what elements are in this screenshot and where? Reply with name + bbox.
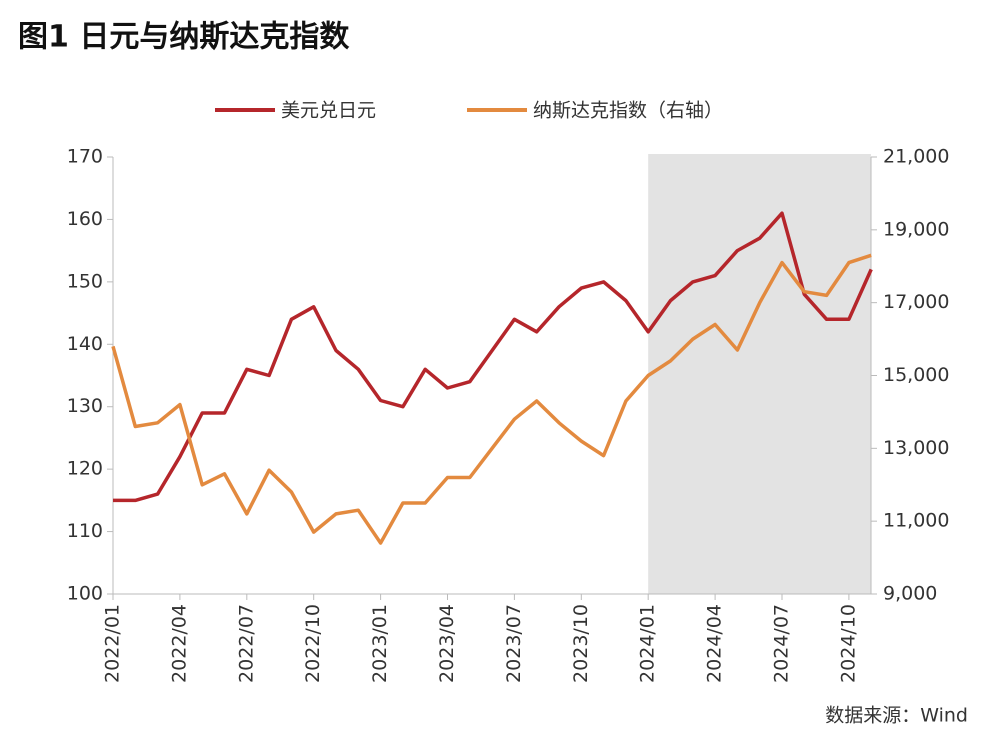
y-tick-label: 150 [67,270,103,292]
y2-tick-label: 21,000 [883,146,949,168]
x-tick-label: 2023/01 [369,604,391,683]
x-tick-label: 2022/01 [102,604,124,683]
series-line [111,253,872,545]
series-line [113,211,873,503]
x-tick-label: 2022/10 [302,604,324,683]
chart-title: 图1 日元与纳斯达克指数 [18,20,350,55]
x-tick-label: 2024/07 [771,604,793,683]
x-tick-label: 2022/04 [168,604,190,683]
x-tick-label: 2023/07 [503,604,525,683]
source-note: 数据来源：Wind [825,705,968,727]
y-tick-label: 140 [67,333,103,355]
x-tick-label: 2024/04 [704,604,726,683]
x-tick-label: 2023/04 [436,604,458,683]
y-tick-label: 100 [67,583,103,605]
shaded-period [648,154,871,594]
y-tick-label: 170 [67,146,103,168]
y2-tick-label: 15,000 [883,364,949,386]
y2-tick-label: 13,000 [883,437,949,459]
y-tick-label: 110 [67,520,103,542]
y-tick-label: 120 [67,458,103,480]
x-tick-label: 2024/01 [637,604,659,683]
y2-tick-label: 11,000 [883,510,949,532]
y-tick-label: 160 [67,208,103,230]
y2-tick-label: 17,000 [883,291,949,313]
x-tick-label: 2022/07 [235,604,257,683]
legend-label: 美元兑日元 [281,100,376,122]
x-tick-label: 2024/10 [837,604,859,683]
y-tick-label: 130 [67,395,103,417]
legend-label: 纳斯达克指数（右轴） [533,100,723,122]
x-tick-label: 2023/10 [570,604,592,683]
y2-tick-label: 19,000 [883,218,949,240]
y2-tick-label: 9,000 [883,583,937,605]
